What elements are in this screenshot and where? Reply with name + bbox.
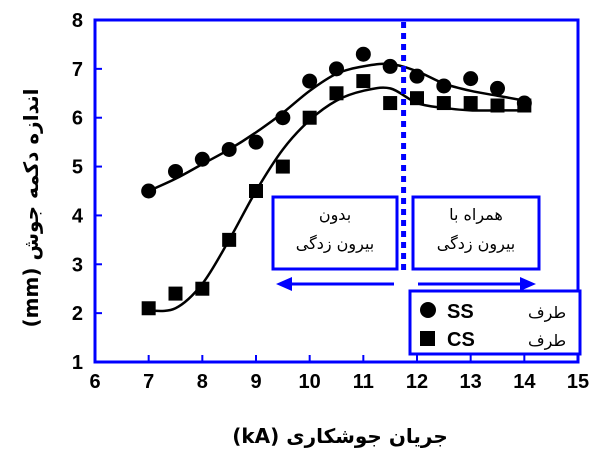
y-tick-label: 8 (72, 10, 83, 32)
x-axis-label: جریان جوشکاری (kA) (232, 424, 448, 448)
data-point-square (410, 91, 424, 106)
arrow-right-icon (418, 277, 536, 291)
data-point-square (249, 184, 263, 198)
annotation-line-1: همراه با (449, 205, 503, 225)
annotation-box (271, 195, 399, 271)
x-tick-label: 10 (299, 371, 321, 393)
annotation-without: بدون بیرون زدگی (271, 195, 399, 271)
y-tick-label: 5 (72, 157, 83, 179)
y-tick-label: 7 (72, 59, 83, 81)
data-point-circle (248, 134, 264, 150)
data-point-square (517, 98, 532, 113)
legend-marker-circle (420, 302, 436, 318)
data-point-circle (141, 183, 157, 199)
y-tick-label: 3 (72, 254, 83, 276)
legend: SS طرف CS طرف (408, 289, 582, 356)
annotation-line-2: بیرون زدگی (437, 234, 515, 254)
x-tick-label: 9 (250, 371, 261, 393)
legend-label-cs: CS (447, 329, 475, 351)
x-tick-label: 11 (353, 371, 374, 393)
x-tick-label: 15 (567, 371, 589, 393)
data-point-circle (221, 141, 237, 157)
x-tick-label: 6 (89, 371, 100, 393)
data-point-circle (168, 163, 183, 179)
arrow-left-icon (276, 277, 394, 291)
x-tick-label: 8 (197, 371, 208, 393)
data-point-square (222, 232, 237, 247)
data-point-circle (490, 80, 505, 96)
data-point-square (141, 301, 156, 316)
data-point-square (356, 74, 371, 89)
y-tick-label: 2 (72, 303, 83, 325)
annotation-line-1: بدون (319, 205, 351, 225)
data-point-circle (436, 78, 452, 94)
data-points (141, 46, 532, 316)
legend-label-ss-fa: طرف (528, 303, 566, 323)
x-tick-label: 7 (143, 371, 154, 393)
annotation-line-2: بیرون زدگی (296, 234, 374, 254)
legend-marker-square (420, 331, 435, 346)
annotation-with: همراه با بیرون زدگی (411, 195, 541, 271)
data-point-circle (355, 46, 371, 62)
data-point-square (383, 96, 398, 111)
legend-label-ss: SS (447, 301, 474, 323)
y-tick-label: 6 (72, 108, 83, 130)
data-point-circle (302, 73, 318, 89)
data-point-square (436, 96, 451, 111)
annotation-box (411, 195, 541, 271)
data-point-circle (194, 151, 210, 167)
data-point-square (168, 286, 183, 301)
data-point-square (490, 98, 505, 113)
y-axis-label: اندازه دکمه جوش (mm) (19, 89, 43, 328)
legend-label-cs-fa: طرف (528, 331, 566, 351)
x-tick-label: 14 (513, 371, 536, 393)
x-tick-label: 13 (460, 371, 482, 393)
data-point-square (195, 281, 210, 296)
legend-box (408, 289, 582, 356)
fit-curve (148, 86, 525, 313)
data-point-circle (275, 110, 291, 126)
data-point-circle (382, 58, 398, 74)
y-tick-label: 1 (72, 352, 83, 374)
data-point-circle (329, 61, 344, 77)
y-tick-label: 4 (72, 205, 84, 227)
x-tick-label: 12 (406, 371, 428, 393)
data-point-square (275, 159, 290, 174)
data-point-square (302, 110, 317, 125)
plot-frame (93, 18, 580, 364)
data-point-circle (463, 71, 479, 87)
data-point-square (329, 86, 344, 101)
data-point-square (463, 96, 478, 111)
data-point-circle (409, 68, 425, 84)
